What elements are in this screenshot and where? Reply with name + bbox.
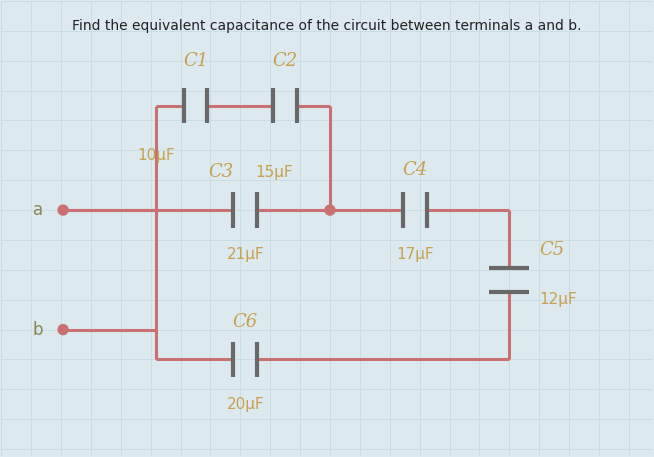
Text: C3: C3 [208,163,233,181]
Text: 17μF: 17μF [396,247,434,262]
Circle shape [325,205,335,215]
Text: b: b [33,321,43,339]
Text: C4: C4 [402,161,427,179]
Text: C2: C2 [273,52,298,69]
Circle shape [58,324,68,335]
Text: 15μF: 15μF [255,165,293,180]
Text: Find the equivalent capacitance of the circuit between terminals a and b.: Find the equivalent capacitance of the c… [72,19,582,33]
Circle shape [58,205,68,215]
Text: a: a [33,201,43,219]
Text: C1: C1 [183,52,208,69]
Text: 12μF: 12μF [539,292,577,307]
Text: C6: C6 [233,313,258,330]
Text: 20μF: 20μF [226,397,264,412]
Text: 21μF: 21μF [226,247,264,262]
Text: C5: C5 [539,241,564,259]
Text: 10μF: 10μF [137,148,175,163]
